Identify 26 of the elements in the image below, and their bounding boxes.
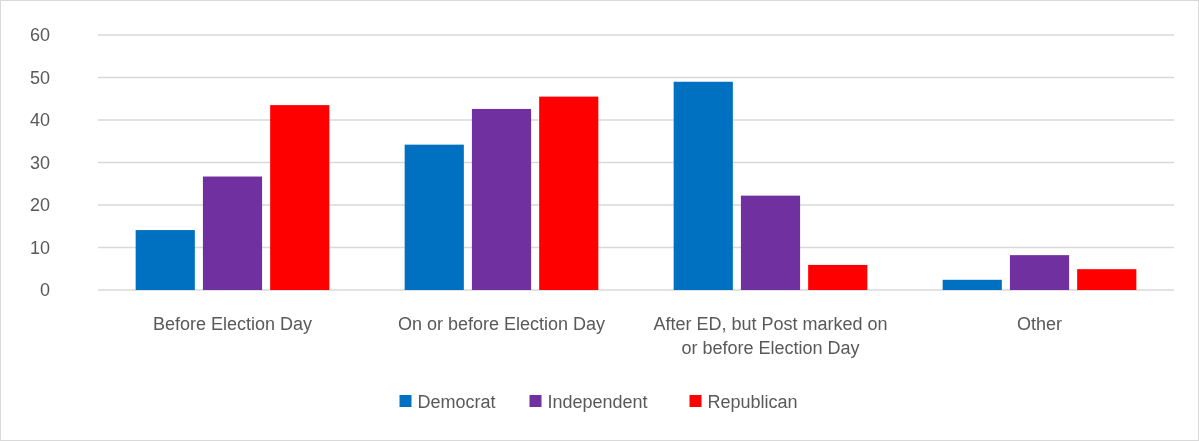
x-tick-label: Other	[1016, 314, 1063, 334]
legend-label: Democrat	[417, 392, 496, 413]
y-tick-label: 0	[39, 280, 50, 301]
bar	[942, 279, 1002, 290]
x-tick-label: On or before Election Day	[397, 314, 606, 334]
bar	[808, 264, 868, 290]
bar	[404, 144, 464, 290]
bar	[673, 81, 733, 290]
bar	[740, 195, 801, 290]
legend-label: Republican	[707, 392, 798, 413]
bar	[1077, 269, 1137, 290]
y-tick-label: 30	[29, 152, 50, 173]
x-tick-label: After ED, but Post marked on or before Election Day	[653, 314, 888, 358]
y-tick-label: 50	[29, 67, 50, 88]
bar	[270, 105, 330, 290]
legend-label: Independent	[547, 392, 648, 413]
bar	[135, 230, 195, 290]
y-tick-label: 10	[29, 237, 50, 258]
y-tick-label: 20	[29, 195, 50, 216]
y-tick-label: 60	[29, 25, 50, 46]
y-tick-label: 40	[29, 110, 50, 131]
x-tick-label: Before Election Day	[152, 314, 313, 334]
bar	[471, 108, 532, 290]
bar	[539, 96, 599, 290]
bar	[202, 176, 263, 290]
bar	[1009, 255, 1070, 290]
